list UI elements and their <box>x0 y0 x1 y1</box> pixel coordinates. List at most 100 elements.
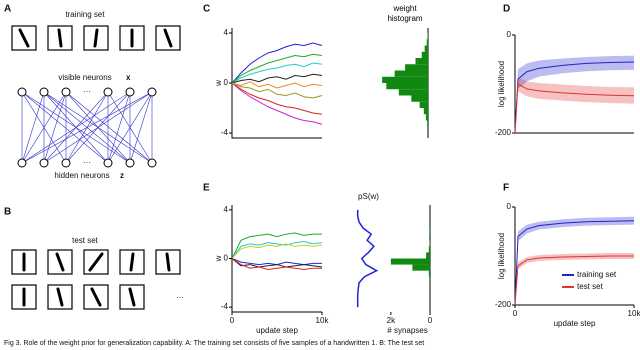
y-tick-label: -4 <box>221 302 229 311</box>
panel-label: D <box>503 4 510 15</box>
series-line <box>231 53 323 84</box>
ellipsis: ··· <box>83 87 91 96</box>
series-line <box>514 61 635 134</box>
hidden-neuron <box>103 158 113 168</box>
hidden-label: hidden neurons <box>54 171 109 180</box>
band <box>515 216 634 305</box>
series-line <box>231 42 323 84</box>
histogram-bar <box>429 234 430 241</box>
test-set-title: test set <box>72 236 99 245</box>
hidden-neuron <box>39 158 49 168</box>
y-tick-label: 4 <box>224 205 229 214</box>
axis <box>231 28 322 139</box>
series-line <box>231 243 323 259</box>
histogram-bar <box>398 89 428 96</box>
series-line <box>231 82 323 99</box>
histogram-bar <box>394 70 428 77</box>
histogram-bar <box>405 64 428 71</box>
histogram-bar <box>412 264 430 271</box>
training-set-title: training set <box>65 10 105 19</box>
digit <box>55 252 65 272</box>
digit <box>128 287 136 307</box>
series-line <box>514 83 635 134</box>
synapse <box>21 91 109 164</box>
legend-label: test set <box>577 282 604 291</box>
x-tick-label: 0 <box>513 309 518 318</box>
histogram-bar <box>428 270 430 277</box>
digit <box>18 28 30 48</box>
histogram-title: weight histogram <box>387 4 423 23</box>
band <box>515 76 634 133</box>
caption: Fig 3. Role of the weight prior for gene… <box>4 340 424 347</box>
y-tick-label: -4 <box>221 128 229 137</box>
x-tick-label: 0 <box>230 316 235 325</box>
histogram-bar <box>423 108 428 115</box>
y-tick-label: 0 <box>507 202 512 211</box>
synapse <box>21 91 131 164</box>
x-axis-label: update step <box>554 319 596 328</box>
synapse <box>65 91 153 164</box>
ellipsis: ··· <box>176 293 184 302</box>
prior-curve <box>356 209 379 308</box>
synapse <box>129 91 153 164</box>
histogram-bar <box>425 114 428 121</box>
panel-label: B <box>4 207 11 218</box>
hidden-neuron <box>17 158 27 168</box>
y-axis-label: log likelihood <box>497 61 506 107</box>
hidden-neuron <box>61 158 71 168</box>
visible-neuron <box>61 87 71 97</box>
hidden-neuron <box>125 158 135 168</box>
series-line <box>231 82 323 125</box>
histogram-bar <box>421 51 428 58</box>
synapse <box>21 91 67 164</box>
histogram-bar <box>427 120 428 127</box>
series-line <box>231 258 322 266</box>
visible-neuron <box>147 87 157 97</box>
x-tick-label: 10k <box>316 316 330 325</box>
histogram-bar <box>419 101 428 108</box>
x-tick-label: 10k <box>628 309 640 318</box>
digit <box>57 28 63 48</box>
x-axis-label: # synapses <box>387 326 427 335</box>
series-line <box>231 73 323 84</box>
synapse <box>107 91 153 164</box>
y-tick-label: 0 <box>507 30 512 39</box>
y-axis-label: log likelihood <box>497 233 506 279</box>
visible-neuron <box>125 87 135 97</box>
series-line <box>231 232 322 259</box>
synapse <box>43 91 153 164</box>
histogram-bar <box>390 258 430 265</box>
y-tick-label: -200 <box>495 300 512 309</box>
digit-box <box>11 25 37 51</box>
digit <box>129 252 135 272</box>
digit <box>88 252 104 272</box>
ellipsis: ··· <box>83 158 91 167</box>
digit <box>163 28 173 48</box>
y-axis-label: w <box>214 255 223 262</box>
panel-label: F <box>503 183 509 194</box>
synapse <box>21 91 45 164</box>
digit-box <box>83 284 109 310</box>
visible-neuron <box>17 87 27 97</box>
hidden-neuron <box>147 158 157 168</box>
x-tick-label: 0 <box>428 316 433 325</box>
panel-label: A <box>4 4 11 15</box>
histogram-bar <box>426 39 428 46</box>
digit <box>90 287 102 307</box>
band <box>515 253 634 305</box>
histogram-bar <box>382 76 428 83</box>
series-line <box>231 258 322 270</box>
synapse <box>21 91 153 164</box>
histogram-bar <box>415 58 428 65</box>
digit <box>93 28 99 48</box>
histogram-bar <box>428 246 430 253</box>
synapse <box>43 91 67 164</box>
x-axis-label: update step <box>256 326 298 335</box>
visible-neuron <box>103 87 113 97</box>
histogram-bar <box>386 83 428 90</box>
prior-title: pS(w) <box>358 192 379 201</box>
histogram-bar <box>411 95 428 102</box>
legend-label: training set <box>577 270 617 279</box>
